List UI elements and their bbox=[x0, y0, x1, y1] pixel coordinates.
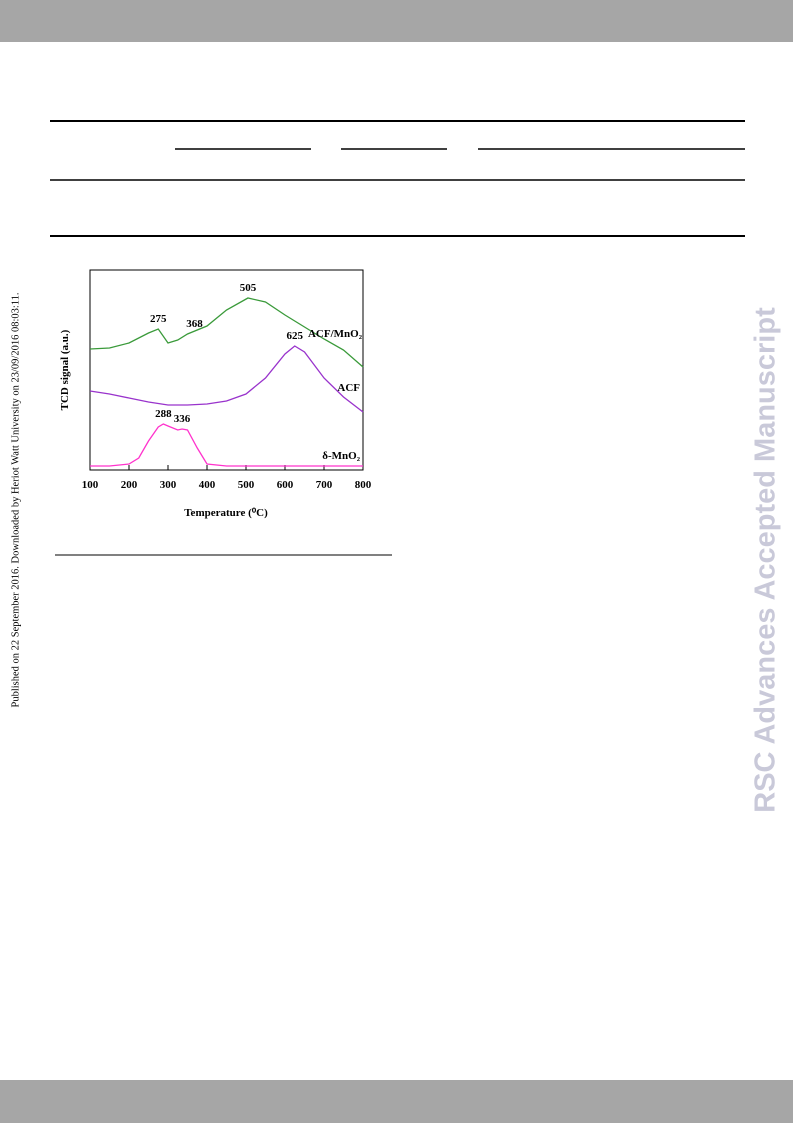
series-label: ACF bbox=[337, 382, 360, 394]
watermark: RSC Advances Accepted Manuscript bbox=[750, 307, 782, 813]
chart: Temperature (⁰C) TCD signal (a.u.) 100 20… bbox=[59, 269, 372, 519]
x-tick-label: 700 bbox=[316, 479, 333, 491]
peak-label: 288 bbox=[155, 408, 172, 420]
footer-bar bbox=[0, 1080, 793, 1123]
line-series bbox=[89, 345, 364, 413]
x-tick-label: 600 bbox=[277, 479, 294, 491]
x-axis-label: Temperature (⁰C) bbox=[184, 507, 268, 519]
x-tick-label: 500 bbox=[238, 479, 255, 491]
x-tick-label: 200 bbox=[121, 479, 138, 491]
peak-label: 368 bbox=[186, 318, 203, 330]
header-bar bbox=[0, 0, 793, 42]
peak-label: 336 bbox=[174, 413, 191, 425]
peak-label: 275 bbox=[150, 313, 167, 325]
x-tick-label: 300 bbox=[160, 479, 177, 491]
x-tick-label: 400 bbox=[199, 479, 216, 491]
x-tick-label: 800 bbox=[355, 479, 372, 491]
table-rules bbox=[50, 120, 745, 556]
y-axis-label: TCD signal (a.u.) bbox=[59, 329, 71, 410]
peak-label: 505 bbox=[240, 282, 257, 294]
line-series bbox=[90, 423, 363, 467]
series-label: ACF/MnO₂ bbox=[308, 328, 363, 340]
side-note: Published on 22 September 2016. Download… bbox=[10, 292, 21, 707]
series-label: δ-MnO₂ bbox=[322, 450, 360, 462]
plot-frame bbox=[89, 269, 364, 471]
peak-label: 625 bbox=[287, 330, 304, 342]
x-tick-label: 100 bbox=[82, 479, 99, 491]
line-series bbox=[89, 297, 364, 368]
